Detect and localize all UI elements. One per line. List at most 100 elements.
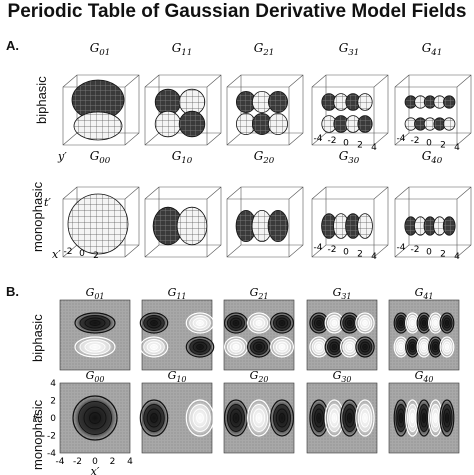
section-label-b: B. (6, 284, 19, 299)
field-3d-G21: G21 (226, 41, 304, 146)
contour-line (441, 315, 453, 331)
tick-label: -2 (328, 245, 337, 255)
contour-line (255, 320, 263, 326)
tick-label: -4 (314, 243, 323, 253)
contour-panel-G30: G30 (306, 369, 378, 454)
panel-title: G20 (250, 369, 269, 384)
contour-line (74, 312, 116, 334)
axis-label-x: x′ (91, 465, 100, 475)
bounding-box (394, 74, 472, 146)
contour-line (143, 315, 165, 331)
bounding-box (144, 186, 222, 258)
contour-line (433, 344, 438, 350)
contour-line (249, 404, 268, 432)
contour-line (252, 408, 266, 428)
contour-line (398, 413, 404, 423)
tick-label: -2 (64, 247, 73, 257)
contour-line (362, 413, 368, 423)
tick-label: 0 (426, 247, 432, 257)
contour-line (146, 341, 162, 353)
contour-line (433, 320, 438, 326)
tick-label: -2 (328, 136, 337, 146)
field-3d-G01: G01 (62, 41, 140, 146)
lobe-light (154, 110, 182, 138)
tick-label: 0 (426, 138, 432, 148)
contour-line (189, 339, 211, 355)
contour-line (273, 404, 292, 432)
contour-line (270, 312, 295, 334)
field-3d-G31: G31 (311, 41, 389, 146)
contour-line (185, 399, 215, 437)
contour-line (362, 320, 368, 326)
contour-line (232, 413, 240, 423)
panel-title: G40 (422, 149, 443, 166)
contour-line (355, 312, 375, 334)
panel-title: G01 (90, 41, 111, 58)
panel-title: G21 (250, 286, 269, 301)
contour-line (278, 320, 286, 326)
contour-line (146, 408, 162, 428)
contour-line (270, 399, 295, 437)
contour-line (410, 320, 415, 326)
contour-line (83, 406, 107, 430)
panel-frame (306, 299, 378, 371)
contour-line (229, 341, 243, 353)
contour-panel-G21: G21 (223, 286, 295, 371)
tick-label: 0 (343, 247, 349, 257)
panel-title: G41 (422, 41, 443, 58)
tick-label: 4 (454, 252, 460, 262)
contour-line (410, 344, 415, 350)
contour-line (433, 413, 438, 423)
bounding-box (144, 74, 222, 146)
contour-line (314, 408, 325, 428)
lobe-light (267, 113, 288, 136)
contour-line (344, 408, 355, 428)
contour-line (346, 320, 353, 326)
contour-line (357, 339, 373, 355)
tick-label: 0 (343, 138, 349, 148)
contour-line (431, 408, 440, 428)
panel-frame (388, 299, 460, 371)
contour-line (431, 341, 440, 353)
contour-line (139, 312, 169, 334)
contour-line (443, 341, 451, 353)
axis-label-y: y′ (57, 150, 67, 163)
tick-label: 4 (454, 143, 460, 153)
contour-line (355, 336, 375, 358)
contour-line (150, 320, 158, 326)
contour-line (443, 317, 451, 329)
tick-label: -4 (314, 134, 323, 144)
contour-line (232, 344, 240, 350)
contour-line (185, 336, 215, 358)
contour-line (143, 339, 165, 355)
contour-line (247, 312, 272, 334)
bounding-box (311, 74, 389, 146)
contour-line (421, 320, 427, 326)
panel-frame (223, 299, 295, 371)
contour-panel-G11: G11 (139, 286, 215, 371)
contour-panel-G40: G40 (388, 369, 460, 454)
contour-line (431, 317, 440, 329)
contour-line (275, 408, 289, 428)
tick-label: -4 (397, 243, 406, 253)
contour-line (275, 341, 289, 353)
contour-line (441, 339, 453, 355)
contour-line (408, 317, 417, 329)
contour-line (150, 344, 158, 350)
contour-line (346, 413, 353, 423)
contour-line (355, 399, 375, 437)
contour-line (273, 315, 292, 331)
lobe-light (67, 193, 129, 255)
tick-label: -2 (411, 245, 420, 255)
contour-line (192, 317, 208, 329)
contour-line (362, 344, 368, 350)
contour-line (252, 317, 266, 329)
contour-line (247, 336, 272, 358)
panel-title: G21 (254, 41, 275, 58)
contour-line (229, 408, 243, 428)
contour-line (224, 399, 249, 437)
contour-line (252, 341, 266, 353)
contour-line (89, 412, 101, 424)
axis-label-t: t′ (33, 412, 40, 425)
